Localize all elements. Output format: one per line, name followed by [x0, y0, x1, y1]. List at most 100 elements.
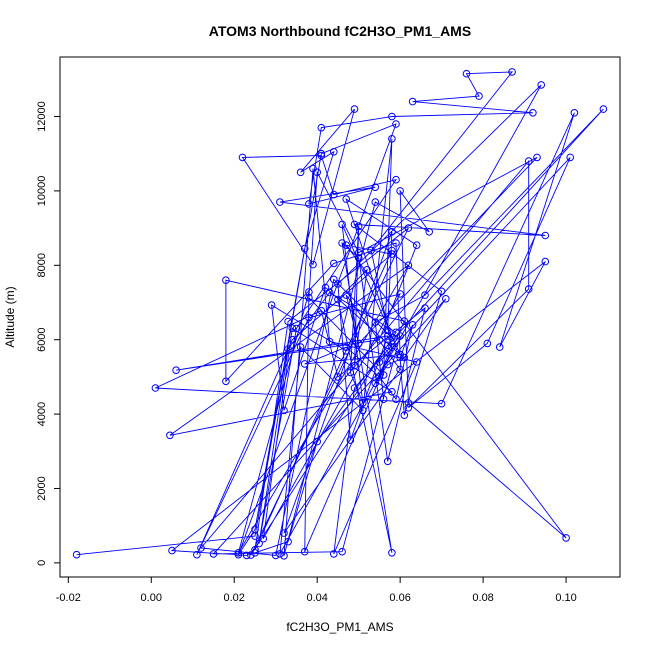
data-point [350, 105, 359, 113]
data-point [388, 334, 396, 342]
data-point [425, 228, 434, 236]
data-point [305, 200, 313, 208]
data-point [363, 266, 371, 274]
x-tick-label: 0.04 [306, 592, 327, 604]
data-point [396, 332, 404, 340]
data-point [334, 295, 342, 304]
data-point [400, 317, 409, 325]
chart-title: ATOM3 Northbound fC2H3O_PM1_AMS [209, 23, 471, 39]
data-point [238, 153, 247, 162]
y-tick-label: 0 [36, 560, 48, 566]
x-axis: -0.02 0.00 0.02 0.04 0.06 0.08 0.10 [56, 576, 577, 604]
data-point [317, 151, 326, 160]
data-point [309, 260, 317, 269]
data-point [284, 317, 292, 326]
y-tick-label: 4000 [36, 402, 48, 426]
data-point [359, 406, 367, 415]
data-point [280, 552, 288, 560]
data-point [371, 198, 380, 206]
data-point [371, 318, 380, 327]
data-point [267, 301, 276, 309]
data-point [524, 157, 533, 165]
data-point [533, 153, 541, 162]
data-point [566, 153, 575, 162]
data-point [437, 399, 446, 408]
data-point [251, 525, 259, 534]
x-axis-label: fC2H3O_PM1_AMS [286, 620, 393, 634]
data-point [288, 335, 297, 344]
data-point [541, 231, 550, 240]
data-point [354, 254, 363, 262]
data-point [412, 358, 421, 366]
data-point [408, 97, 417, 106]
data-point [404, 399, 413, 407]
data-point [234, 550, 243, 559]
data-point [371, 183, 380, 191]
data-point [354, 222, 363, 230]
data-point [296, 343, 305, 351]
x-tick-label: 0.00 [141, 592, 162, 604]
data-point [317, 149, 326, 158]
data-point [346, 436, 355, 444]
plot-frame [59, 56, 621, 578]
data-point [309, 164, 317, 173]
data-point [396, 353, 404, 362]
data-point [379, 395, 388, 404]
data-point [400, 411, 409, 420]
data-point [371, 379, 380, 388]
data-point [166, 431, 174, 440]
data-point [284, 345, 292, 353]
data-point [537, 81, 546, 89]
data-point [251, 546, 259, 554]
data-point [392, 239, 400, 247]
series-line [76, 71, 604, 556]
data-point [383, 332, 392, 340]
data-point [321, 283, 330, 292]
data-point [495, 343, 504, 351]
data-point [388, 250, 396, 258]
data-point [383, 360, 392, 369]
data-point [317, 306, 326, 315]
data-point [388, 343, 396, 351]
data-point [222, 377, 230, 386]
data-point [367, 246, 375, 255]
data-point [392, 395, 400, 404]
data-point [383, 326, 392, 335]
data-point [330, 148, 338, 156]
data-point [396, 187, 404, 195]
data-point [350, 384, 359, 392]
data-point [462, 69, 471, 78]
data-point [408, 321, 417, 329]
data-point [354, 248, 363, 257]
y-tick-label: 6000 [36, 327, 48, 351]
x-tick-label: 0.06 [389, 592, 410, 604]
data-point [562, 534, 570, 542]
data-point [338, 220, 346, 229]
data-point [388, 135, 396, 143]
data-point [342, 291, 351, 299]
data-point [168, 546, 176, 555]
data-point [325, 337, 334, 346]
data-point [570, 109, 579, 117]
data-point [334, 280, 342, 288]
data-point [305, 313, 313, 322]
data-point [296, 168, 305, 177]
data-point [379, 371, 388, 379]
data-point [412, 241, 421, 249]
data-point [421, 291, 429, 299]
data-point [305, 293, 313, 302]
y-axis-label: Altitude (m) [3, 286, 17, 347]
data-point [437, 287, 446, 296]
data-point [292, 324, 301, 333]
data-point [334, 373, 342, 381]
data-point [475, 92, 483, 100]
data-point [338, 547, 346, 556]
data-point [404, 404, 413, 412]
data-point [284, 537, 292, 546]
series-lines [76, 71, 604, 556]
data-point [359, 399, 367, 407]
data-point [271, 551, 280, 560]
data-point [383, 341, 392, 350]
y-axis: 0 2000 4000 6000 8000 10000 12000 [36, 101, 61, 566]
